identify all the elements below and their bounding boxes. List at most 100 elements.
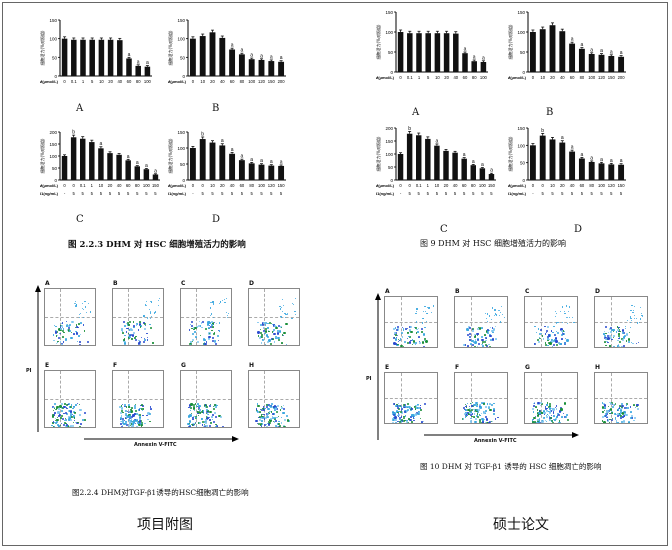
bar [70,137,77,180]
x-tick-label: 60 [580,183,585,188]
right-flow-letter: F [455,364,460,371]
x-tick-label: 10 [435,183,440,188]
x-tick-label: 120 [268,183,276,188]
x-axis-label: DHM(μmol/L) [40,79,59,84]
y-axis-label: 细胞活力(%对照组) [40,138,45,173]
right-bottom-label: 硕士论文 [493,517,549,533]
x-tick-label-row2: 5 [211,191,214,196]
right-flow-letter: A [385,288,390,295]
significance-label: a [146,60,149,66]
x-tick-label: 0.1 [416,183,422,188]
significance-label: a [280,159,283,165]
right-flow-letter: E [385,364,390,371]
right-flow-xlabel: Annexin V-FITC [474,438,517,444]
x-tick-label-row2: 5 [109,191,112,196]
x-tick-label-row2: 5 [561,191,564,196]
x-tick-label-row2: 5 [202,191,205,196]
y-tick-label: 150 [177,18,185,23]
y-tick-label: 50 [388,165,394,170]
y-tick-label: 150 [517,10,525,15]
significance-label: b [541,128,544,134]
x-tick-label: 200 [278,79,286,84]
y-tick-label: 50 [52,55,58,60]
x-tick-label: 80 [249,183,254,188]
x-tick-label-row2: - [192,191,194,196]
x-tick-label: 100 [598,183,606,188]
bar [278,61,285,76]
x-tick-label: 40 [220,79,225,84]
x-tick-label: 100 [144,79,152,84]
x-tick-label-row2: 5 [231,191,234,196]
x-tick-label-row2: 5 [436,191,439,196]
left-flow-letter: D [249,280,254,287]
significance-label: a [464,47,467,53]
right-flow-plot [594,372,648,424]
x-tick-label: 0 [63,183,66,188]
x-tick-label: 0 [72,183,75,188]
significance-label: a [581,152,584,158]
left-flow-plot [180,370,232,428]
x-tick-label-row2: 5 [408,191,411,196]
left-panel-letter-d: D [212,214,221,225]
x-tick-label: 0.1 [71,79,77,84]
significance-label: a [231,43,234,49]
y-axis-label: 细胞活力(%对照组) [376,24,381,59]
x-axis-label: DHM(μmol/L) [376,75,395,80]
right-flow-plot [524,296,578,348]
bar [209,142,216,180]
x-tick-label-row2: 5 [542,191,545,196]
y-axis-label: 细胞活力(%对照组) [376,136,381,171]
bar [117,40,123,76]
y-tick-label: 150 [177,130,185,135]
x-tick-label: 80 [471,183,476,188]
right-flow-letter: D [595,288,600,295]
right-flow-plot [594,296,648,348]
significance-label: a [100,141,103,147]
significance-label: a [260,53,263,59]
bar [608,164,615,180]
right-flow-letter: H [595,364,601,371]
x-tick-label: 10 [435,75,440,80]
bar [268,61,275,76]
bar [248,59,255,76]
y-tick-label: 0 [182,178,185,183]
y-tick-label: 50 [180,55,186,60]
significance-label: a [482,55,485,61]
x-axis-label-2: TGF-β1(ng/mL) [40,191,59,196]
left-flow-letter: C [181,280,186,287]
bar [229,153,236,180]
x-tick-label-row2: 5 [591,191,594,196]
x-tick-label: 20 [444,75,449,80]
y-tick-label: 0 [522,178,525,183]
x-tick-label: 100 [479,183,487,188]
x-tick-label-row2: 5 [260,191,263,196]
y-tick-label: 100 [517,143,525,148]
right-annexin-axis-arrow [424,432,579,438]
y-tick-label: 150 [49,142,57,147]
bar [598,54,605,72]
y-tick-label: 100 [177,146,185,151]
x-tick-label: 20 [444,183,449,188]
y-tick-label: 0 [390,70,393,75]
significance-label: b [72,130,75,136]
right-panel-letter-b: B [546,107,554,118]
x-tick-label: 80 [240,79,245,84]
x-tick-label: 100 [480,75,488,80]
left-annexin-axis-arrow [84,436,239,442]
bar [578,158,585,180]
bar [219,37,226,76]
x-tick-label-row2: 5 [221,191,224,196]
bar [539,29,546,72]
x-tick-label: 60 [463,75,468,80]
bar [107,39,114,76]
y-tick-label: 100 [385,30,393,35]
right-chart-svg-A: 0 50 100 150 细胞活力(%对照组) 0 0.1 1 5 10 20 40 a 60 a 80 a 10… [376,10,488,80]
significance-label: a [620,50,623,56]
x-axis-label: DHM(μmol/L) [168,183,187,188]
x-tick-label: 1 [418,75,421,80]
bar [461,158,467,180]
x-tick-label-row2: 5 [136,191,139,196]
right-panel-letter-d: D [574,224,583,235]
x-tick-label: 40 [570,183,575,188]
bar [80,138,86,180]
